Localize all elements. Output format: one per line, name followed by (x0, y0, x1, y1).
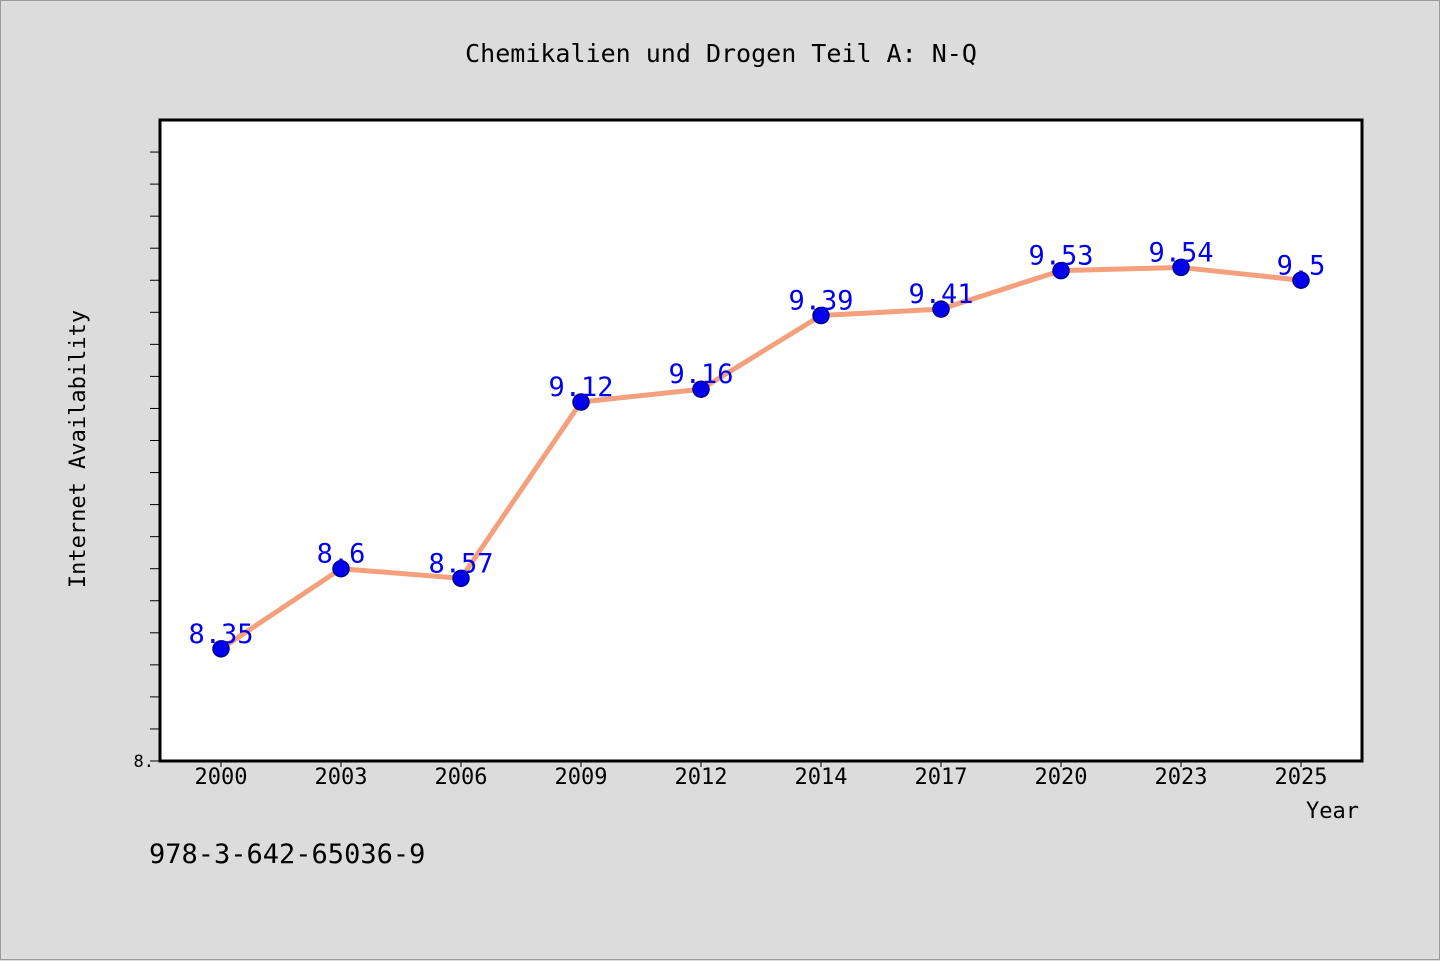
data-point (212, 640, 230, 658)
data-point (572, 393, 590, 411)
data-label: 8.35 (188, 619, 253, 650)
data-point (332, 559, 350, 578)
isbn-footer: 978-3-642-65036-9 (149, 839, 425, 870)
data-point (932, 300, 950, 318)
y-axis-label: Internet Availability (66, 310, 91, 588)
series-internet-availability (218, 264, 1304, 652)
x-axis-tick-labels: 2000 2003 2006 2009 2012 2014 2017 2020 2023 2025 (195, 765, 1328, 790)
data-label: 9.39 (788, 286, 853, 317)
x-tick-label: 2006 (435, 765, 488, 790)
data-label: 9.54 (1148, 237, 1213, 268)
x-axis-ticks (220, 761, 1302, 767)
x-axis-label: Year (1306, 799, 1359, 824)
data-point (692, 380, 710, 398)
data-label: 8.6 (317, 539, 366, 570)
x-tick-label: 2023 (1155, 765, 1208, 790)
plot-area (158, 118, 1364, 763)
data-point (452, 569, 470, 588)
series-line (218, 264, 1304, 652)
data-label: 9.12 (548, 372, 613, 403)
data-point (1292, 271, 1310, 289)
chart-title: Chemikalien und Drogen Teil A: N-Q (465, 39, 977, 68)
data-label: 9.5 (1277, 250, 1326, 281)
data-label: 9.41 (908, 279, 973, 310)
x-tick-label: 2017 (915, 765, 968, 790)
x-tick-label: 2003 (315, 765, 368, 790)
x-tick-label: 2000 (195, 765, 248, 790)
data-label: 8.57 (428, 548, 493, 579)
data-label: 9.16 (668, 359, 733, 390)
y-axis-tick-labels: 8. (134, 752, 154, 772)
data-labels: 8.35 8.6 8.57 9.12 9.16 9.39 9.41 9.53 9.54 9.5 (188, 237, 1325, 649)
data-point (1052, 261, 1070, 280)
y-axis-ticks (150, 151, 160, 762)
data-markers (212, 258, 1310, 658)
x-tick-label: 2025 (1275, 765, 1328, 790)
x-tick-label: 2014 (795, 765, 848, 790)
y-tick-label: 8. (134, 752, 154, 772)
data-point (1172, 258, 1190, 277)
data-label: 9.53 (1028, 241, 1093, 272)
x-tick-label: 2009 (555, 765, 608, 790)
x-tick-label: 2020 (1035, 765, 1088, 790)
x-tick-label: 2012 (675, 765, 728, 790)
data-point (812, 306, 830, 325)
